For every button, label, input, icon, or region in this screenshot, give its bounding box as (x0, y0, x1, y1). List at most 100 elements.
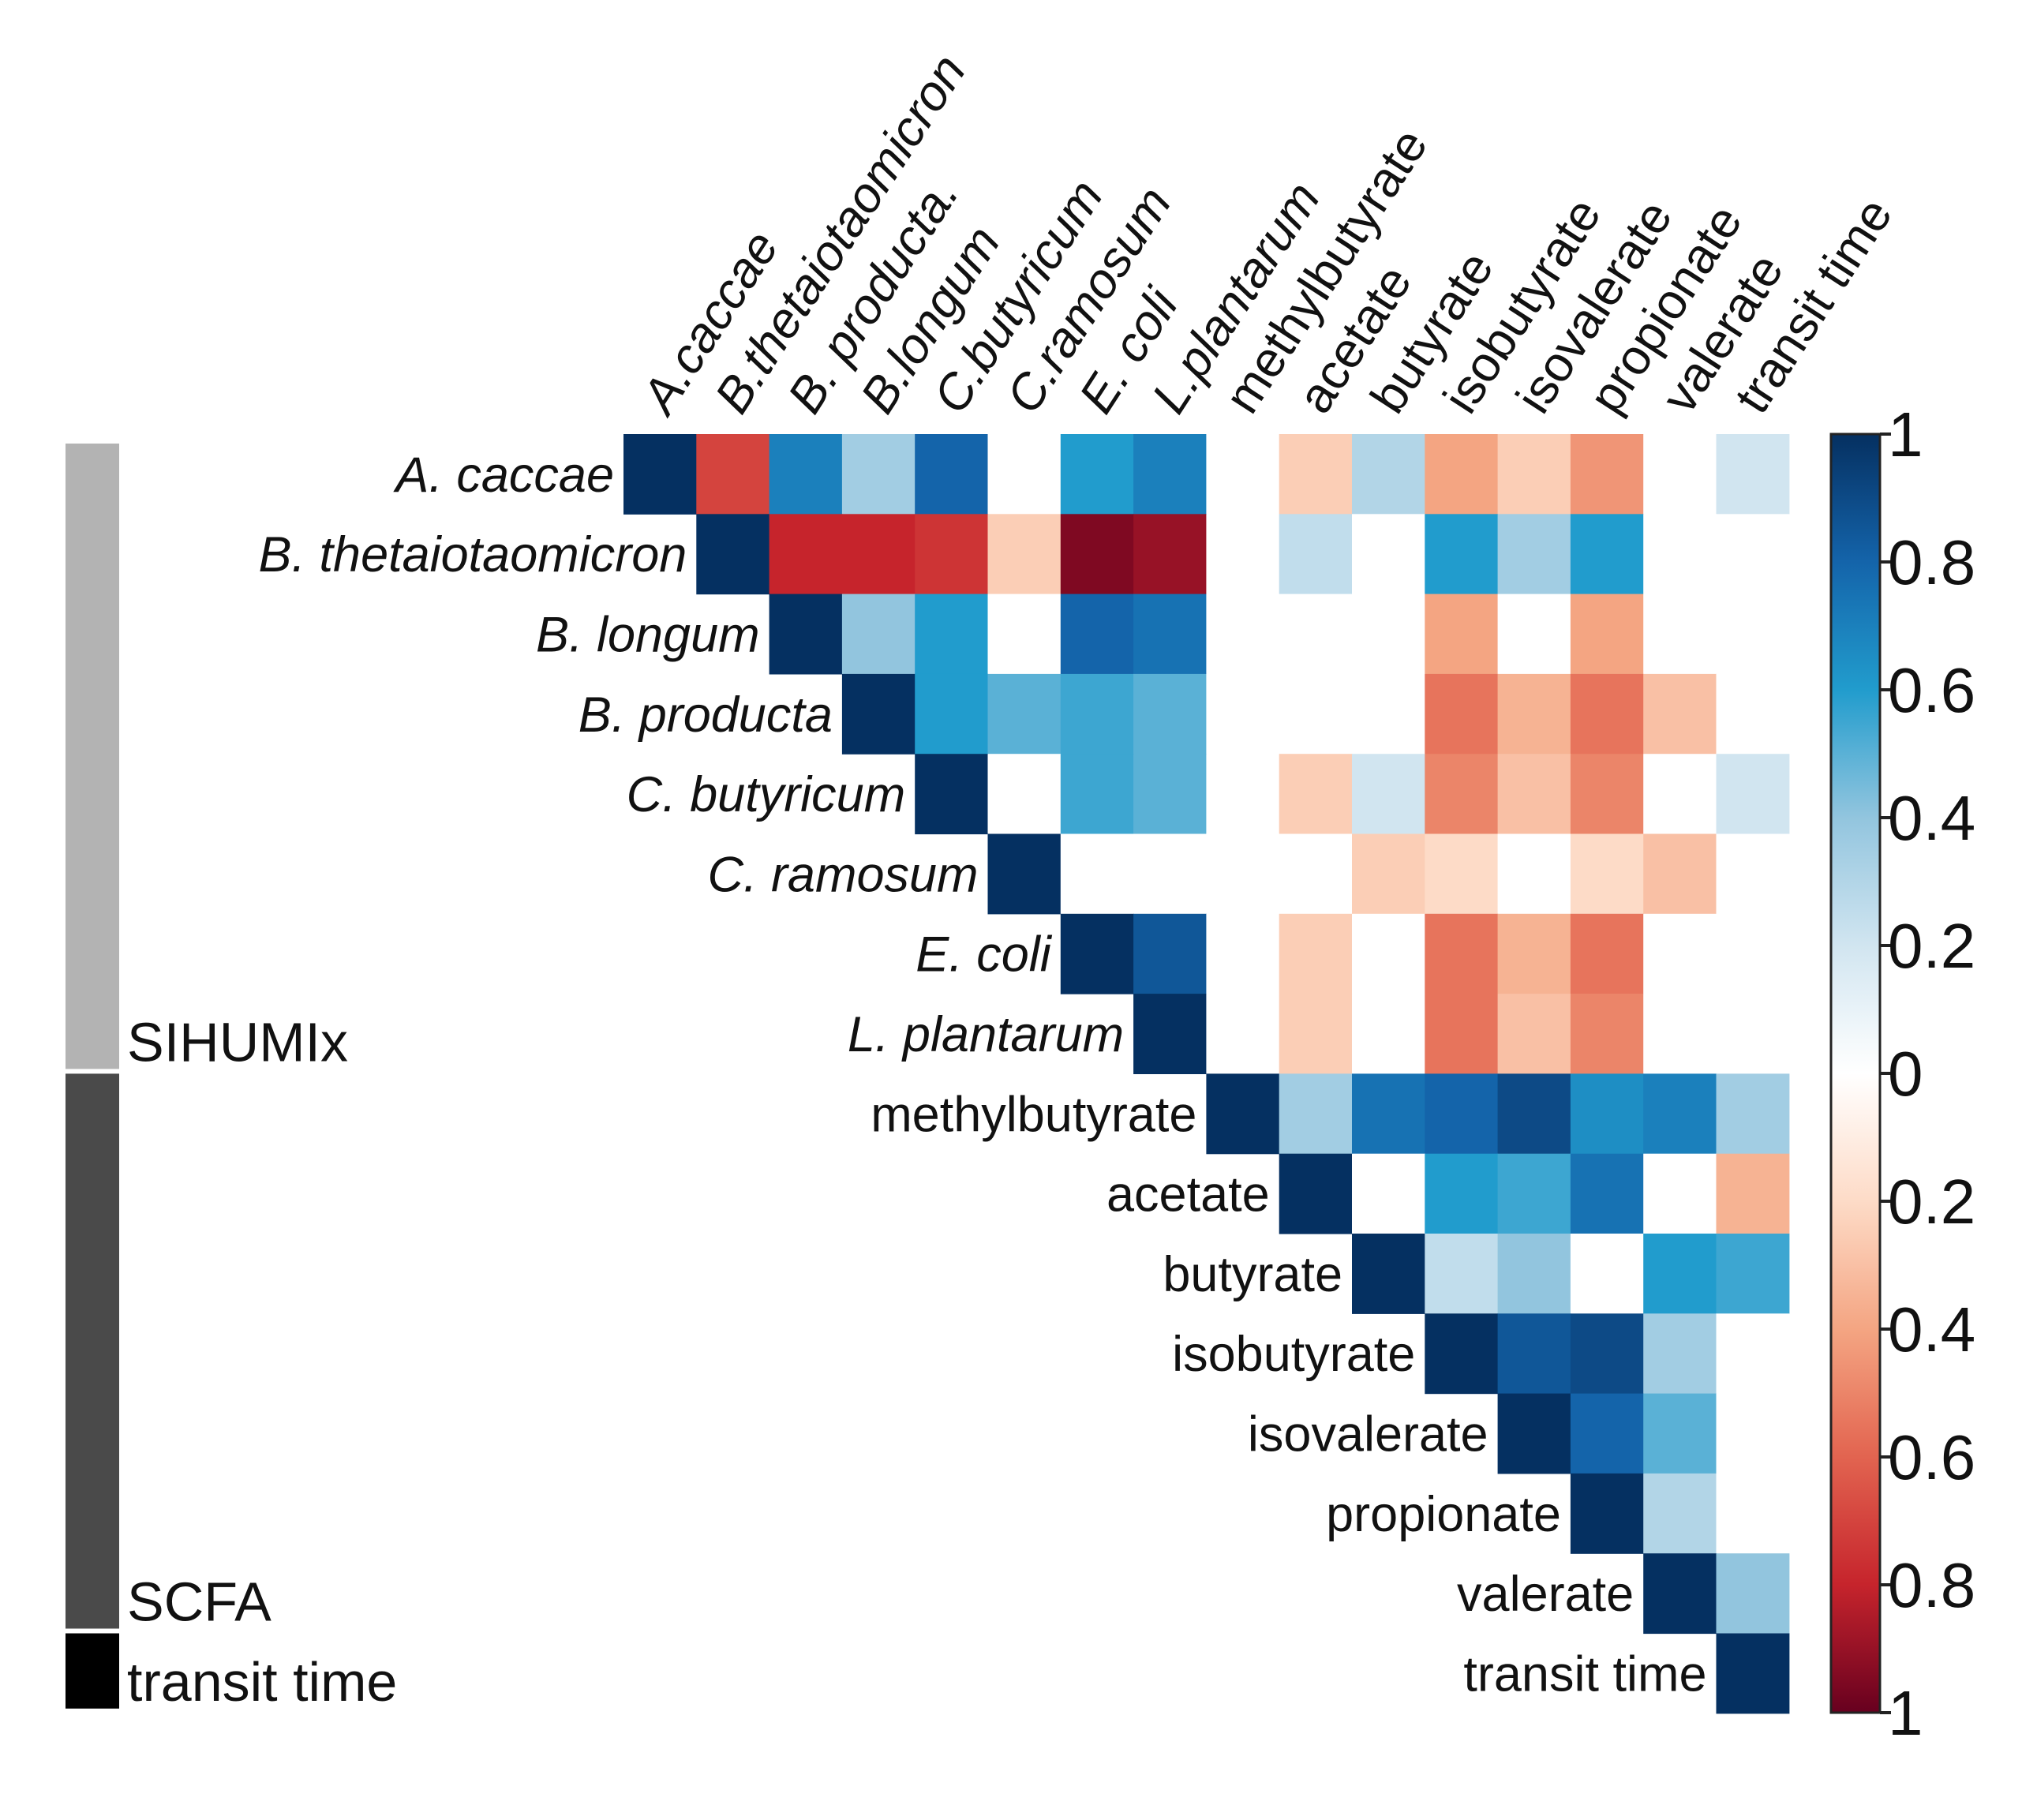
heatmap-cell-r5-c5 (987, 833, 1062, 915)
heatmap-cell-r4-c8 (1206, 754, 1280, 835)
heatmap-cell-r8-c15 (1716, 1073, 1790, 1155)
colorbar-tick-label: 0 (1888, 1039, 1923, 1109)
colorbar-tick-label: 0.4 (1888, 1294, 1975, 1365)
heatmap-cell-r6-c13 (1570, 913, 1644, 994)
group-label: transit time (127, 1651, 397, 1713)
heatmap-cell-r4-c6 (1060, 754, 1134, 835)
heatmap-cell-r1-c12 (1497, 514, 1571, 595)
heatmap-cell-r4-c5 (987, 754, 1062, 835)
heatmap-cell-r3-c7 (1133, 673, 1207, 755)
row-label: butyrate (1163, 1247, 1342, 1302)
colorbar: 1 0.8 0.6 0.4 0.2 0 0.2 0.4 0.6 0.8 1 (1829, 399, 1975, 1748)
heatmap-cell-r0-c3 (841, 434, 916, 515)
heatmap-cell-r5-c11 (1425, 833, 1499, 915)
heatmap-cell-r7-c13 (1570, 994, 1644, 1074)
heatmap-cell-r2-c11 (1425, 594, 1499, 675)
heatmap-cell-r6-c9 (1279, 913, 1353, 994)
heatmap-cell-r2-c6 (1060, 594, 1134, 675)
heatmap-cell-r4-c10 (1352, 754, 1425, 835)
heatmap-cell-r4-c11 (1425, 754, 1499, 835)
heatmap-cell-r2-c14 (1643, 594, 1717, 675)
heatmap-cell-r6-c10 (1352, 913, 1425, 994)
heatmap-cells (623, 434, 1790, 1714)
heatmap-cell-r8-c14 (1643, 1073, 1717, 1155)
heatmap-cell-r5-c10 (1352, 833, 1425, 915)
row-label: C. butyricum (627, 767, 906, 822)
heatmap-cell-r0-c15 (1716, 434, 1790, 515)
heatmap-cell-r5-c7 (1133, 833, 1207, 915)
heatmap-cell-r0-c10 (1352, 434, 1425, 515)
heatmap-cell-r3-c14 (1643, 673, 1717, 755)
heatmap-cell-r14-c14 (1643, 1553, 1717, 1635)
heatmap-cell-r3-c9 (1279, 673, 1353, 755)
heatmap-cell-r7-c7 (1133, 994, 1207, 1074)
heatmap-cell-r1-c10 (1352, 514, 1425, 595)
heatmap-cell-r3-c13 (1570, 673, 1644, 755)
heatmap-cell-r1-c2 (769, 514, 843, 595)
heatmap-cell-r8-c10 (1352, 1073, 1425, 1155)
heatmap-cell-r14-c15 (1716, 1553, 1790, 1635)
heatmap-cell-r11-c11 (1425, 1313, 1499, 1395)
heatmap-cell-r2-c8 (1206, 594, 1280, 675)
row-label: acetate (1106, 1167, 1270, 1223)
heatmap-cell-r11-c14 (1643, 1313, 1717, 1395)
row-label: isobutyrate (1172, 1327, 1415, 1382)
colorbar-tick-label: 0.2 (1888, 1167, 1975, 1237)
heatmap-cell-r3-c6 (1060, 673, 1134, 755)
row-label: transit time (1463, 1646, 1706, 1702)
heatmap-cell-r10-c14 (1643, 1234, 1717, 1314)
colorbar-tick-label: 1 (1888, 399, 1923, 470)
heatmap-cell-r1-c4 (915, 514, 989, 595)
heatmap-cell-r2-c13 (1570, 594, 1644, 675)
heatmap-cell-r4-c7 (1133, 754, 1207, 835)
heatmap-cell-r9-c10 (1352, 1153, 1425, 1234)
heatmap-cell-r4-c15 (1716, 754, 1790, 835)
heatmap-cell-r6-c12 (1497, 913, 1571, 994)
heatmap-cell-r1-c15 (1716, 514, 1790, 595)
heatmap-cell-r4-c12 (1497, 754, 1571, 835)
row-labels: A. caccae B. thetaiotaomicron B. longum B. … (259, 448, 1707, 1702)
heatmap-cell-r10-c12 (1497, 1234, 1571, 1314)
heatmap-cell-r5-c12 (1497, 833, 1571, 915)
heatmap-cell-r7-c12 (1497, 994, 1571, 1074)
heatmap-cell-r12-c12 (1497, 1393, 1571, 1474)
row-label: propionate (1326, 1487, 1561, 1542)
heatmap-cell-r2-c2 (769, 594, 843, 675)
group-bars: SIHUMIx SCFA transit time (66, 444, 397, 1713)
heatmap-cell-r2-c7 (1133, 594, 1207, 675)
heatmap-cell-r12-c13 (1570, 1393, 1644, 1474)
row-label: valerate (1457, 1567, 1634, 1622)
row-label: E. coli (916, 927, 1053, 983)
colorbar-tick-label: 0.6 (1888, 655, 1975, 725)
heatmap-cell-r1-c14 (1643, 514, 1717, 595)
heatmap-cell-r0-c8 (1206, 434, 1280, 515)
heatmap-cell-r6-c8 (1206, 913, 1280, 994)
heatmap-cell-r3-c8 (1206, 673, 1280, 755)
heatmap-cell-r2-c3 (841, 594, 916, 675)
colorbar-tick-label: 0.6 (1888, 1422, 1975, 1492)
heatmap-cell-r2-c15 (1716, 594, 1790, 675)
heatmap-cell-r6-c14 (1643, 913, 1717, 994)
heatmap-cell-r10-c13 (1570, 1234, 1644, 1314)
row-label: A. caccae (392, 448, 614, 503)
row-label: B. longum (536, 608, 760, 663)
heatmap-cell-r8-c12 (1497, 1073, 1571, 1155)
row-label: C. ramosum (707, 847, 978, 902)
heatmap-cell-r0-c5 (987, 434, 1062, 515)
heatmap-cell-r5-c9 (1279, 833, 1353, 915)
heatmap-cell-r6-c15 (1716, 913, 1790, 994)
colorbar-tick-label: 0.8 (1888, 1550, 1975, 1620)
group-bar (66, 1633, 119, 1709)
heatmap-cell-r10-c11 (1425, 1234, 1499, 1314)
heatmap-cell-r1-c7 (1133, 514, 1207, 595)
heatmap-cell-r9-c12 (1497, 1153, 1571, 1234)
heatmap-cell-r1-c8 (1206, 514, 1280, 595)
heatmap-cell-r8-c13 (1570, 1073, 1644, 1155)
heatmap-cell-r2-c10 (1352, 594, 1425, 675)
heatmap-cell-r11-c15 (1716, 1313, 1790, 1395)
heatmap-cell-r6-c11 (1425, 913, 1499, 994)
heatmap-cell-r3-c15 (1716, 673, 1790, 755)
row-label: B. producta (579, 687, 833, 743)
heatmap-cell-r11-c13 (1570, 1313, 1644, 1395)
